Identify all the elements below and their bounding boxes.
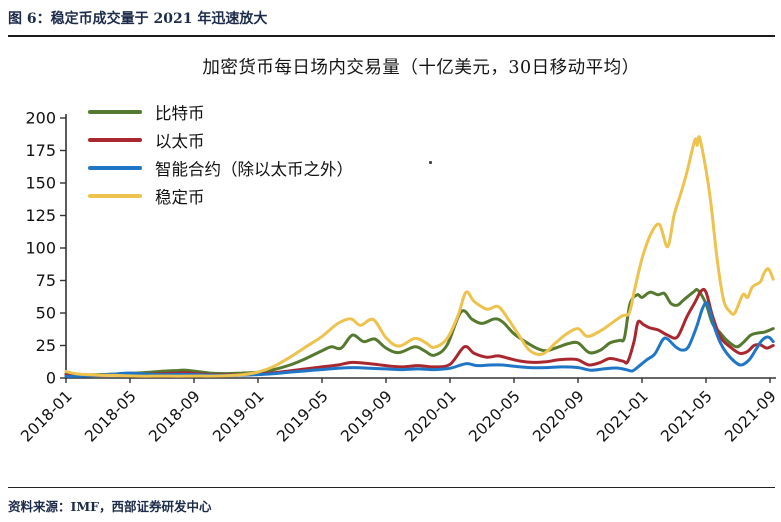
- series-line-stablecoin: [64, 135, 775, 378]
- legend-swatch-bitcoin: [88, 110, 142, 114]
- figure-caption: 图 6：稳定币成交量于 2021 年迅速放大: [8, 8, 775, 37]
- legend-label-bitcoin: 比特币: [155, 104, 205, 123]
- x-tick-label: 2018-05: [81, 387, 140, 446]
- y-tick-label: 75: [36, 271, 56, 290]
- x-tick-label: 2020-09: [529, 387, 588, 446]
- y-tick-label: 0: [46, 369, 56, 388]
- y-tick-label: 25: [36, 336, 56, 355]
- series-line-bitcoin: [64, 288, 775, 377]
- legend-swatch-stablecoin: [88, 194, 142, 198]
- y-tick-label: 50: [36, 304, 56, 323]
- x-tick-label: 2019-09: [337, 387, 396, 446]
- y-tick-label: 175: [25, 141, 56, 160]
- legend-item-ethereum: 以太币: [88, 129, 353, 151]
- x-tick-label: 2019-05: [273, 387, 332, 446]
- x-tick-label: 2019-01: [209, 387, 268, 446]
- y-tick-label: 100: [25, 239, 56, 258]
- x-tick-label: 2020-01: [401, 387, 460, 446]
- legend-item-smart-contract: 智能合约（除以太币之外）: [88, 157, 353, 179]
- legend-label-ethereum: 以太币: [155, 132, 205, 151]
- x-tick-label: 2021-01: [593, 387, 652, 446]
- legend-item-stablecoin: 稳定币: [88, 185, 353, 207]
- y-tick-label: 200: [25, 109, 56, 128]
- legend-label-stablecoin: 稳定币: [155, 188, 205, 207]
- legend: 比特币以太币智能合约（除以太币之外） 稳定币: [88, 101, 353, 213]
- source-note: 资料来源：IMF，西部证券研发中心: [8, 487, 775, 515]
- chart-title: 加密货币每日场内交易量（十亿美元，30日移动平均）: [202, 58, 640, 78]
- x-tick-label: 2020-05: [465, 387, 524, 446]
- legend-item-bitcoin: 比特币: [88, 101, 353, 123]
- y-tick-label: 125: [25, 206, 56, 225]
- x-tick-label: 2018-01: [17, 387, 76, 446]
- x-tick-label: 2018-09: [145, 387, 204, 446]
- x-tick-label: 2021-09: [721, 387, 780, 446]
- legend-swatch-ethereum: [88, 138, 142, 142]
- legend-label-smart-contract: 智能合约（除以太币之外）: [155, 160, 353, 179]
- series-line-ethereum: [64, 287, 775, 378]
- legend-swatch-smart-contract: [88, 166, 142, 170]
- x-tick-label: 2021-05: [657, 387, 716, 446]
- stray-dot: [429, 161, 432, 164]
- y-tick-label: 150: [25, 174, 56, 193]
